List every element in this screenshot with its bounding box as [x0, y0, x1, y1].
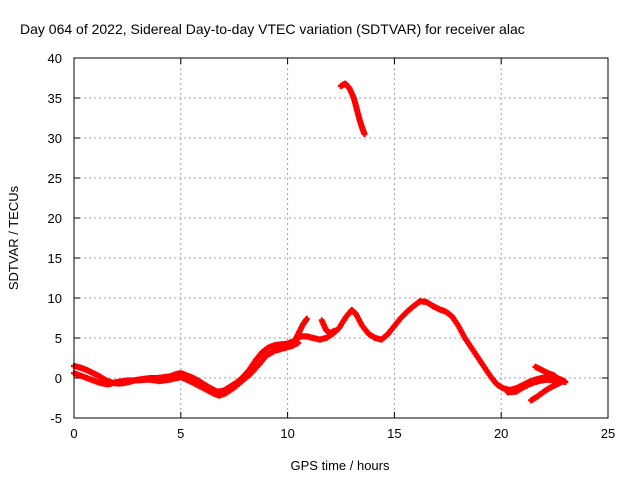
x-tick-label: 0 [70, 426, 77, 441]
data-marker [551, 372, 558, 379]
data-marker [361, 131, 368, 137]
y-tick-label: 25 [48, 171, 62, 186]
y-tick-label: 30 [48, 131, 62, 146]
y-tick-label: 5 [55, 331, 62, 346]
series-bump-21-5h [532, 363, 558, 379]
y-tick-label: 35 [48, 91, 62, 106]
data-marker [560, 378, 567, 385]
data-points [71, 80, 569, 404]
y-tick-label: 0 [55, 371, 62, 386]
chart-title: Day 064 of 2022, Sidereal Day-to-day VTE… [20, 21, 525, 37]
x-axis-label: GPS time / hours [291, 458, 390, 473]
y-tick-label: 40 [48, 51, 62, 66]
grid-lines [74, 58, 608, 418]
series-spike-10h [291, 315, 310, 345]
x-tick-label: 25 [601, 426, 615, 441]
plot-frame [73, 57, 609, 419]
y-tick-label: 15 [48, 251, 62, 266]
series-bump-12h [318, 317, 338, 337]
y-tick-label: 10 [48, 291, 62, 306]
x-tick-label: 5 [177, 426, 184, 441]
y-tick-label: 20 [48, 211, 62, 226]
data-marker [303, 315, 310, 322]
series-tail-22h [528, 378, 567, 404]
series-high-arc [338, 80, 368, 137]
axis-ticks: 0 5 10 15 20 25 -5 0 5 10 15 20 25 30 35 40 [48, 51, 616, 441]
y-axis-label: SDTVAR / TECUs [6, 185, 21, 290]
y-tick-label: -5 [50, 411, 62, 426]
x-tick-label: 20 [494, 426, 508, 441]
data-marker [331, 327, 338, 334]
x-tick-label: 15 [387, 426, 401, 441]
x-tick-label: 10 [280, 426, 294, 441]
series-lower-band [71, 339, 302, 399]
